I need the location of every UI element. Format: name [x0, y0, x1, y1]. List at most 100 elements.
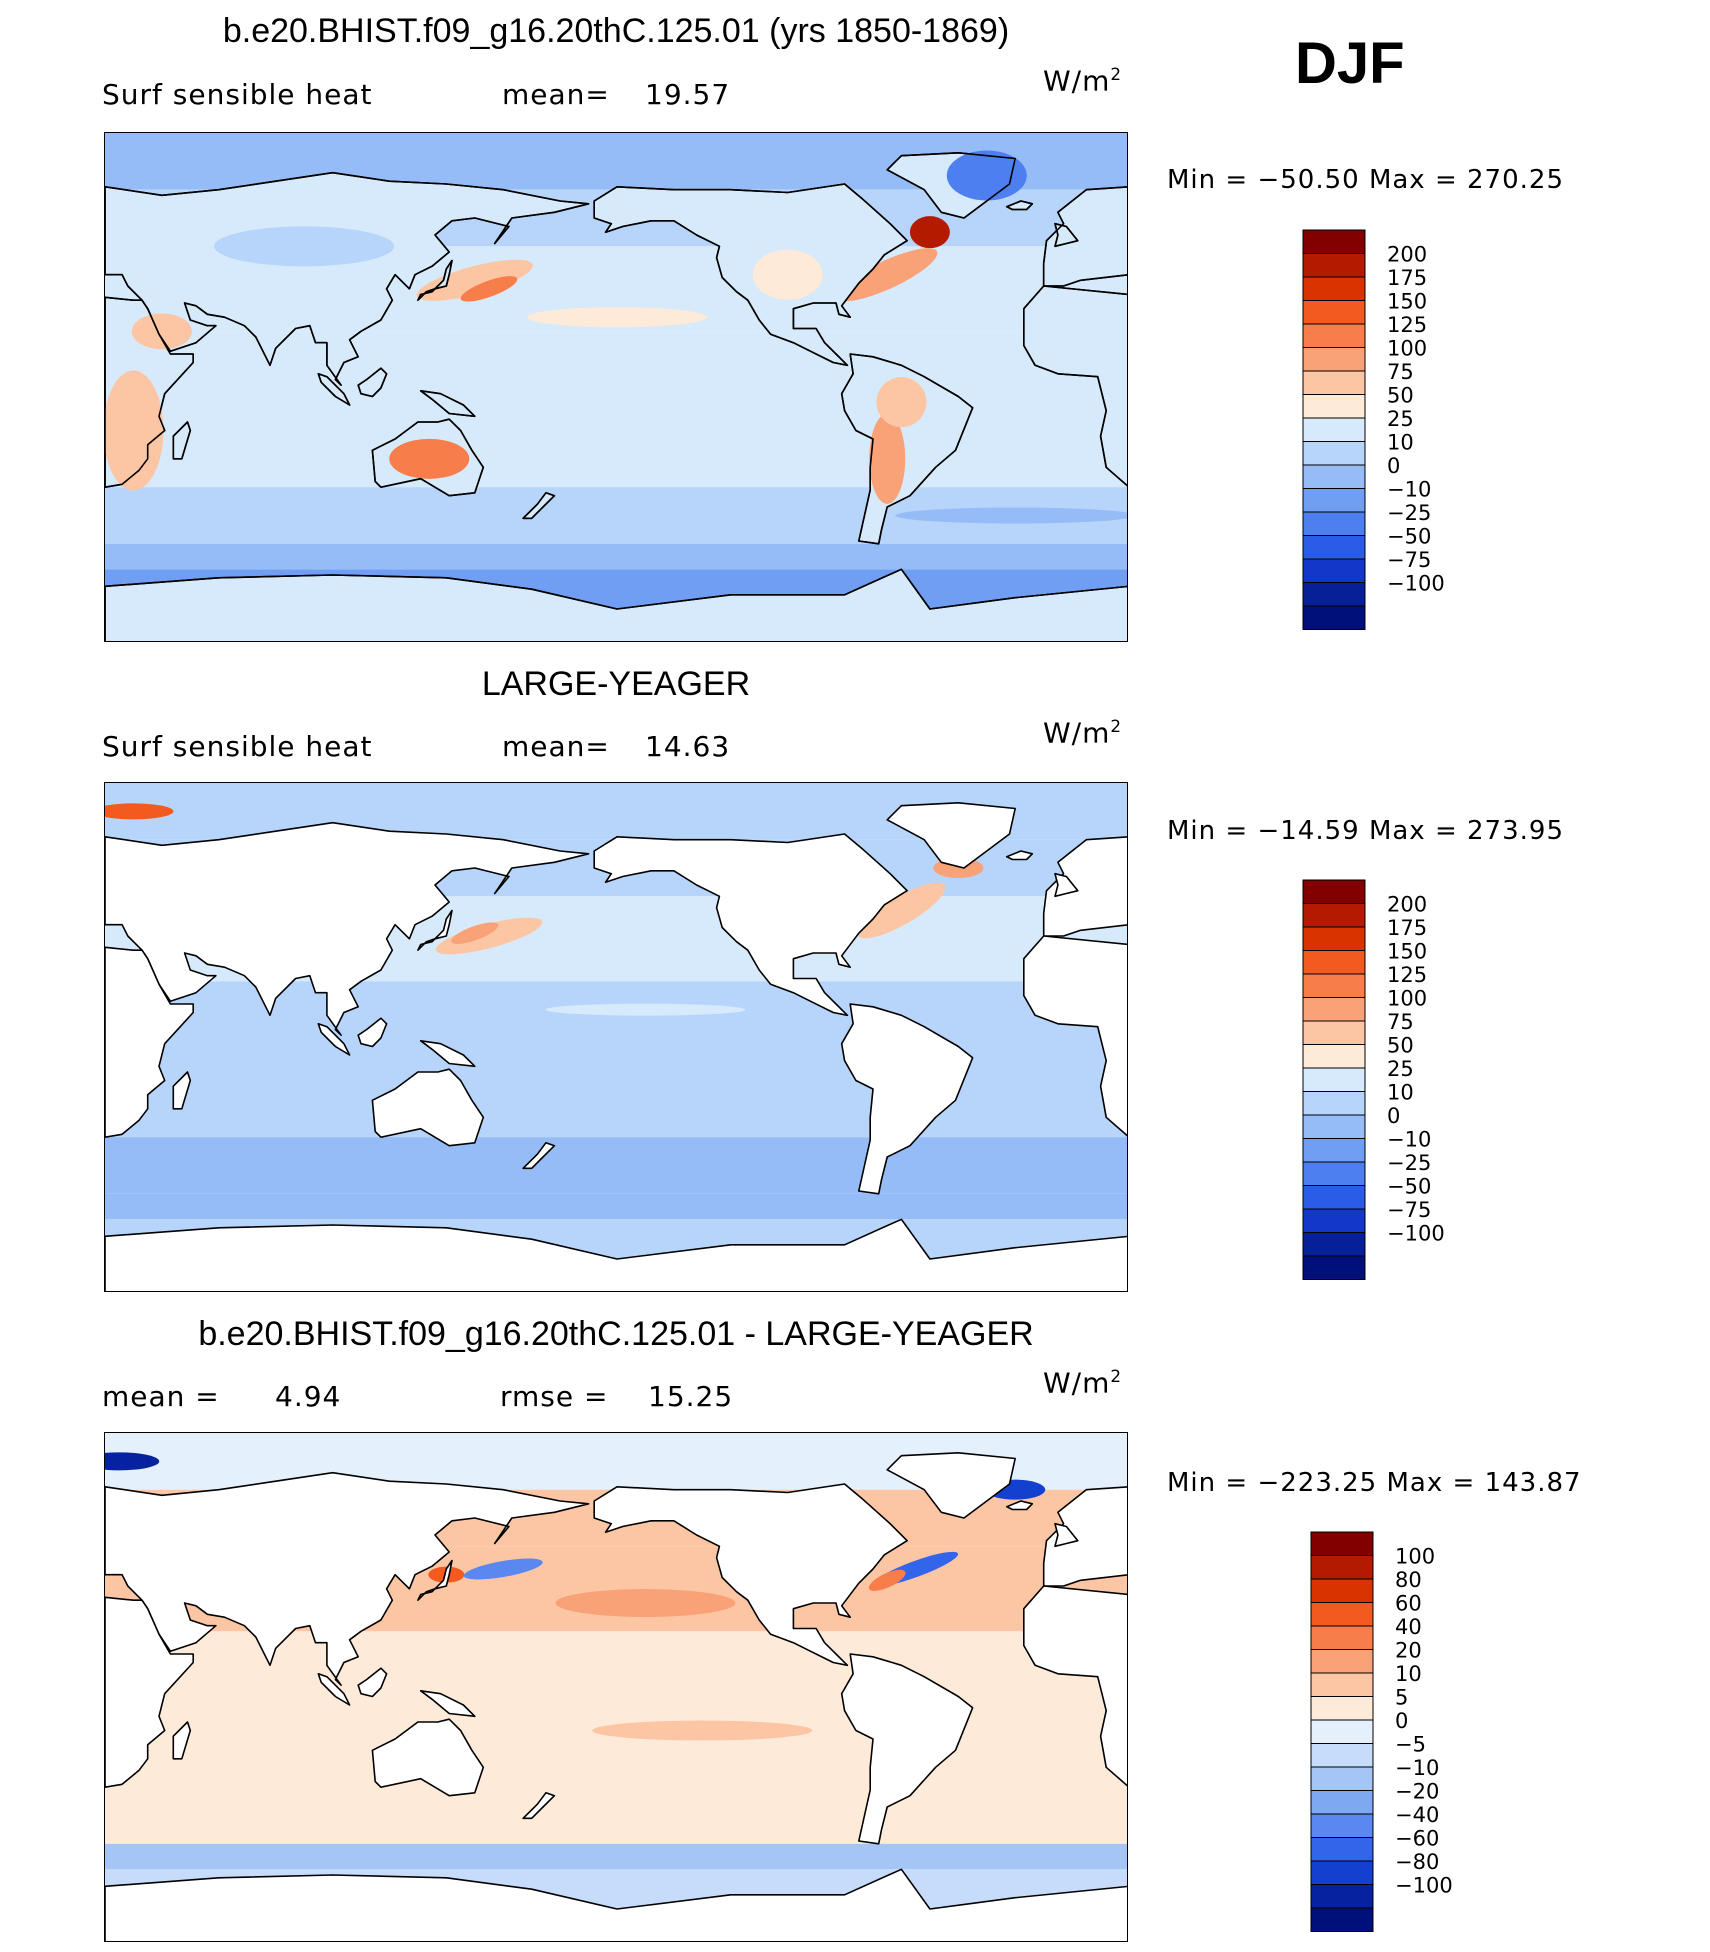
coastline-samer	[840, 1003, 974, 1195]
colorbar-box-7	[1302, 1044, 1366, 1069]
coastline-eurasia	[105, 821, 590, 1036]
season-label: DJF	[1295, 31, 1405, 96]
colorbar-label: 50	[1387, 384, 1414, 408]
colorbar-box-9	[1302, 1091, 1366, 1116]
colorbar-label: 10	[1387, 1081, 1414, 1105]
colorbar-box-4	[1310, 1625, 1374, 1650]
colorbar-label: 100	[1395, 1545, 1435, 1569]
panel1-title: b.e20.BHIST.f09_g16.20thC.125.01 (yrs 18…	[222, 12, 1010, 50]
coastline-outline-europe	[1042, 186, 1127, 287]
colorbar-label: 150	[1387, 290, 1427, 314]
panel3-rmse-value: 15.25	[648, 1380, 734, 1413]
colorbar-box-11	[1302, 1138, 1366, 1163]
colorbar-box-12	[1302, 511, 1366, 536]
coastline-outline-newguinea	[419, 390, 476, 418]
colorbar-label: 75	[1387, 360, 1414, 384]
coastline-madagascar	[172, 1721, 192, 1760]
coastline-outline-africaE	[105, 296, 194, 488]
colorbar-box-1	[1302, 253, 1366, 278]
panel1-mean-value: 19.57	[645, 78, 731, 111]
colorbar-box-4	[1302, 323, 1366, 348]
colorbar-box-16	[1310, 1907, 1374, 1932]
colorbar-label: 0	[1387, 1104, 1400, 1128]
coastline-namer	[593, 833, 908, 1017]
coastline-westAfrica	[1023, 1585, 1127, 1787]
colorbar-box-2	[1302, 926, 1366, 951]
panel3-colorbar: 100 80 60 40 20 10 5 0 −5 −10 −20 −40 −60 −80 −100	[1310, 1531, 1491, 1937]
colorbar-label: −40	[1395, 1803, 1439, 1827]
colorbar-label: 75	[1387, 1010, 1414, 1034]
coastline-outline-greenland	[886, 152, 1016, 219]
colorbar-label: −100	[1395, 1874, 1453, 1898]
colorbar-box-6	[1302, 370, 1366, 395]
coastline-nz	[522, 1792, 556, 1820]
colorbar-box-6	[1302, 1020, 1366, 1045]
colorbar-box-0	[1302, 229, 1366, 254]
colorbar-box-6	[1310, 1672, 1374, 1697]
colorbar-label: 200	[1387, 243, 1427, 267]
colorbar-box-15	[1310, 1884, 1374, 1909]
coastline-outline-westAfrica	[1023, 285, 1127, 487]
colorbar-label: 125	[1387, 313, 1427, 337]
colorbar-box-4	[1302, 973, 1366, 998]
coastline-eurasia	[105, 1471, 590, 1686]
coastline-iceland	[1005, 850, 1034, 861]
colorbar-label: −60	[1395, 1827, 1439, 1851]
coastline-nz	[522, 1142, 556, 1170]
colorbar-box-15	[1302, 582, 1366, 607]
coastline-outline-antarctica	[105, 568, 1127, 641]
colorbar-label: −100	[1387, 572, 1445, 596]
coastline-outline-japan	[417, 259, 453, 301]
coastline-samer	[840, 1653, 974, 1845]
colorbar-box-2	[1302, 276, 1366, 301]
colorbar-label: 200	[1387, 893, 1427, 917]
coastline-africaE	[105, 1596, 194, 1788]
colorbar-box-14	[1310, 1860, 1374, 1885]
colorbar-box-10	[1302, 1114, 1366, 1139]
colorbar-box-9	[1310, 1743, 1374, 1768]
coastline-sumatra	[317, 1023, 351, 1056]
colorbar-label: 40	[1395, 1615, 1422, 1639]
coastline-westAfrica	[1023, 935, 1127, 1137]
coastline-africaE	[105, 946, 194, 1138]
coastline-sumatra	[317, 1673, 351, 1706]
colorbar-label: −10	[1387, 1128, 1431, 1152]
coastline-outline-madagascar	[172, 421, 192, 460]
panel2-mean-value: 14.63	[645, 730, 731, 763]
colorbar-label: −75	[1387, 1198, 1431, 1222]
coastline-europe	[1042, 836, 1127, 937]
colorbar-box-1	[1310, 1555, 1374, 1580]
coastline-australia	[371, 1718, 485, 1797]
colorbar-label: 5	[1395, 1686, 1408, 1710]
colorbar-box-0	[1302, 879, 1366, 904]
colorbar-label: −10	[1395, 1756, 1439, 1780]
colorbar-label: 25	[1387, 1057, 1414, 1081]
colorbar-box-12	[1310, 1813, 1374, 1838]
coastline-iceland	[1005, 1500, 1034, 1511]
colorbar-box-5	[1302, 997, 1366, 1022]
coastline-outline-namer	[593, 183, 908, 367]
colorbar-box-10	[1310, 1766, 1374, 1791]
coastline-uk	[1054, 872, 1079, 898]
panel1-variable: Surf sensible heat	[102, 78, 373, 111]
panel1-map	[104, 132, 1128, 642]
panel3-mean-label: mean =	[102, 1380, 220, 1413]
colorbar-label: 0	[1395, 1709, 1408, 1733]
colorbar-box-7	[1302, 394, 1366, 419]
coastline-borneo	[357, 1667, 388, 1698]
coastline-japan	[417, 1559, 453, 1601]
colorbar-box-12	[1302, 1161, 1366, 1186]
panel3-min-max: Min = −223.25 Max = 143.87	[1167, 1468, 1582, 1498]
coastline-outline-iceland	[1005, 200, 1034, 211]
coastline-outline-australia	[371, 418, 485, 497]
colorbar-box-1	[1302, 903, 1366, 928]
coastline-outline-nz	[522, 492, 556, 520]
colorbar-box-3	[1302, 950, 1366, 975]
colorbar-label: 175	[1387, 916, 1427, 940]
colorbar-box-16	[1302, 1255, 1366, 1280]
colorbar-label: −50	[1387, 1175, 1431, 1199]
colorbar-label: 150	[1387, 940, 1427, 964]
colorbar-box-13	[1302, 535, 1366, 560]
colorbar-box-13	[1302, 1185, 1366, 1210]
colorbar-label: 80	[1395, 1568, 1422, 1592]
